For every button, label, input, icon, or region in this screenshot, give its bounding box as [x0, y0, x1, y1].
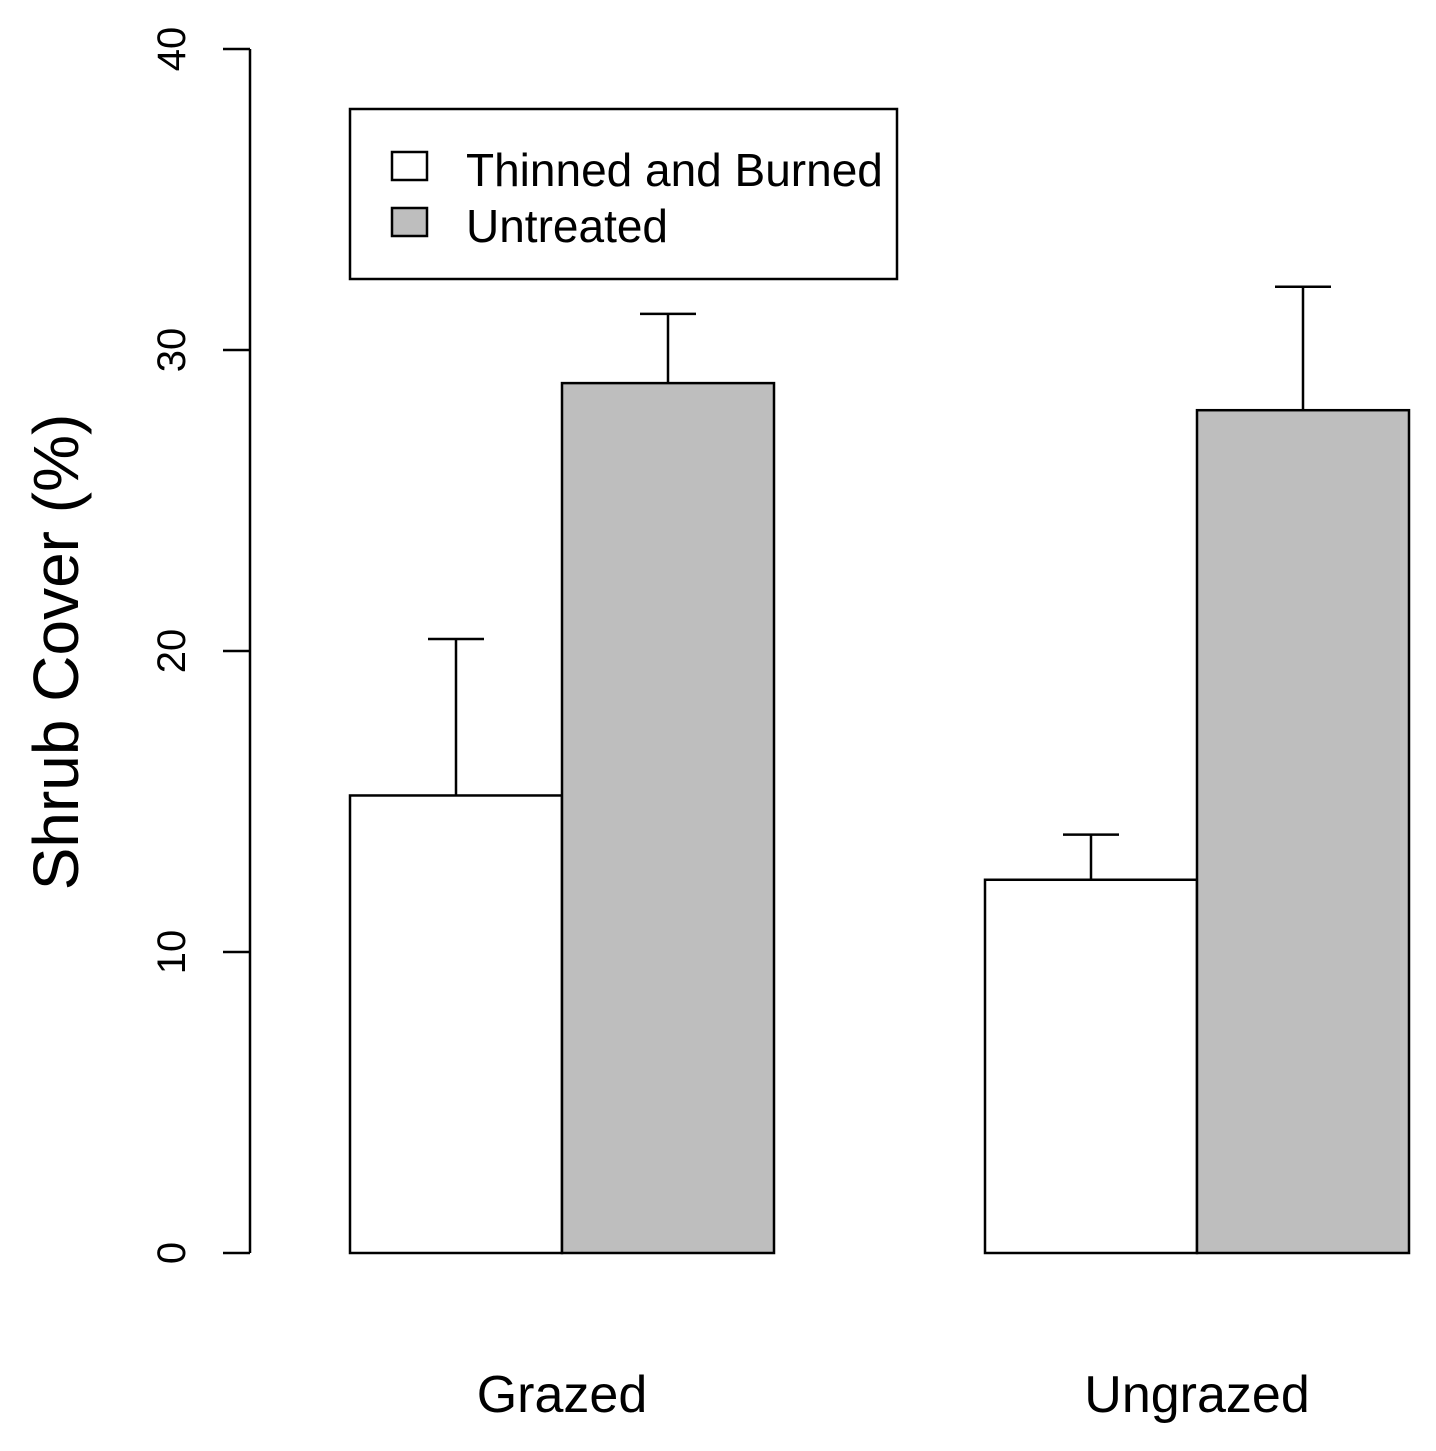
legend-label-untreated: Untreated	[466, 200, 668, 252]
x-axis-labels: Grazed Ungrazed	[477, 1366, 1310, 1424]
x-category-label: Ungrazed	[1084, 1366, 1309, 1424]
bar	[560, 381, 776, 1255]
legend: Thinned and Burned Untreated	[348, 107, 899, 281]
bars	[348, 381, 1411, 1255]
x-category-label: Grazed	[477, 1366, 648, 1424]
error-bars	[428, 285, 1331, 880]
bar	[983, 878, 1199, 1255]
bar	[348, 794, 564, 1255]
y-tick-label: 20	[150, 629, 194, 674]
y-axis-title: Shrub Cover (%)	[20, 414, 92, 891]
legend-box	[348, 107, 899, 281]
y-tick-label: 10	[150, 930, 194, 975]
y-tick-label: 40	[150, 27, 194, 72]
bar	[1195, 408, 1411, 1255]
legend-swatch-thinned-and-burned	[390, 150, 429, 182]
y-tick-label: 0	[150, 1242, 194, 1264]
y-axis: 0 10 20 30 40	[150, 27, 252, 1264]
y-tick-label: 30	[150, 328, 194, 373]
legend-swatch-untreated	[390, 206, 429, 238]
legend-label-thinned-and-burned: Thinned and Burned	[466, 144, 883, 196]
